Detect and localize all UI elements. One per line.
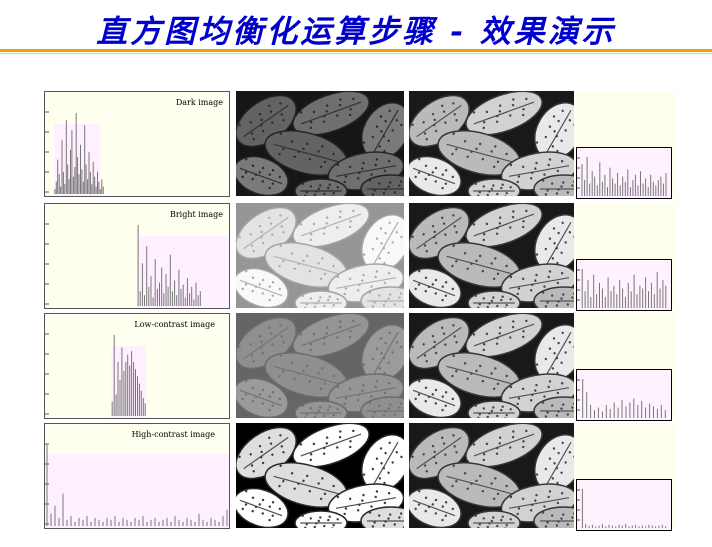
equalized-image bbox=[409, 423, 577, 528]
original-image bbox=[236, 203, 404, 308]
histogram-label: High-contrast image bbox=[131, 430, 215, 439]
original-histogram-panel: Bright image bbox=[44, 203, 230, 309]
equalized-histogram bbox=[576, 259, 672, 311]
equalized-image bbox=[409, 203, 577, 308]
histogram-label: Dark image bbox=[175, 98, 223, 107]
original-image bbox=[236, 91, 404, 196]
original-image bbox=[236, 423, 404, 528]
original-histogram-panel: Low-contrast image bbox=[44, 313, 230, 419]
title-rule-light bbox=[0, 53, 712, 54]
equalized-image bbox=[409, 91, 577, 196]
title-rule bbox=[0, 49, 712, 52]
original-histogram-panel: High-contrast image bbox=[44, 423, 230, 529]
equalized-histogram bbox=[576, 369, 672, 421]
equalized-histogram bbox=[576, 479, 672, 531]
original-histogram-panel: Dark image bbox=[44, 91, 230, 197]
original-image bbox=[236, 313, 404, 418]
histogram-label: Bright image bbox=[169, 210, 223, 219]
equalized-image bbox=[409, 313, 577, 418]
equalized-histogram bbox=[576, 147, 672, 199]
histogram-label: Low-contrast image bbox=[134, 320, 215, 329]
slide-title: 直方图均衡化运算步骤 - 效果演示 bbox=[96, 14, 616, 50]
